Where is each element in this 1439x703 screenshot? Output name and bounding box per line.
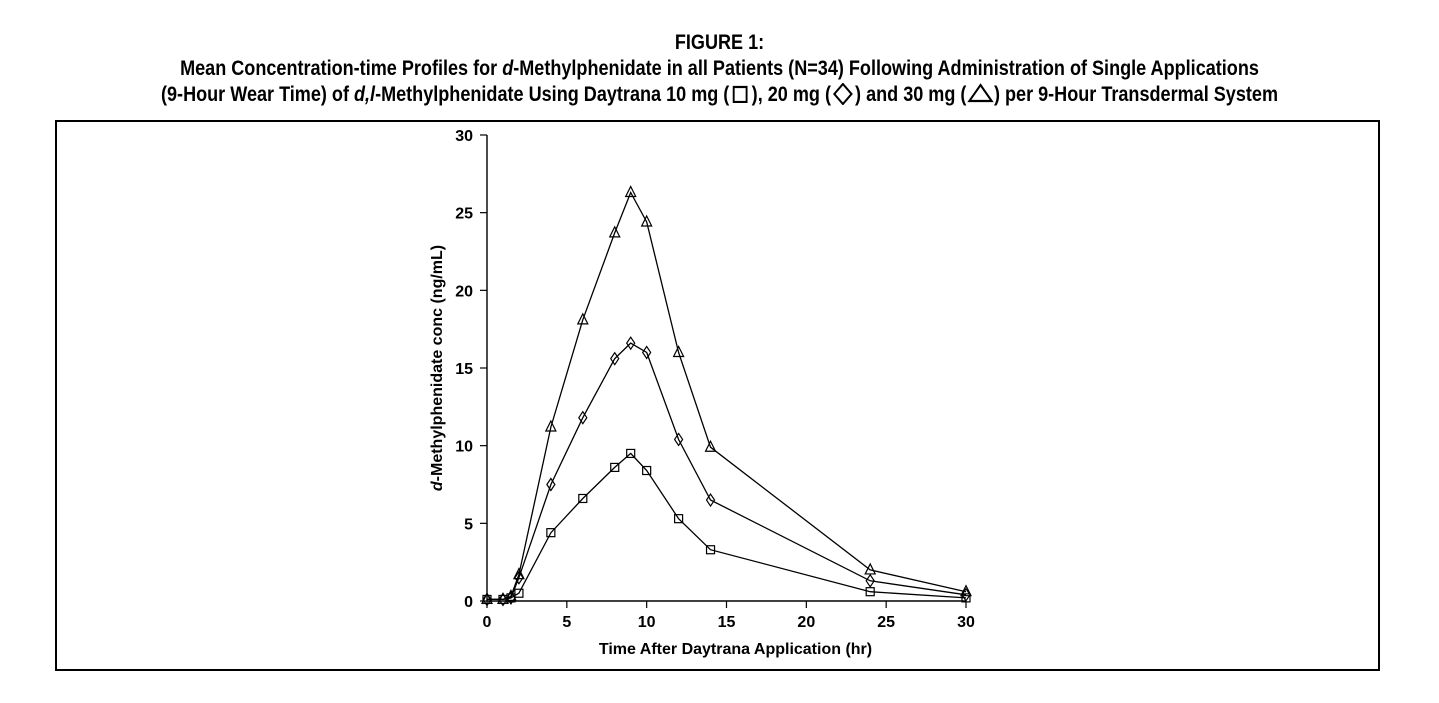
diamond-marker (705, 492, 716, 508)
x-tick-label: 30 (957, 614, 975, 631)
square-marker (610, 462, 620, 473)
legend-square-icon (732, 85, 748, 104)
diamond-marker (673, 432, 684, 447)
square-marker (705, 545, 716, 555)
caption-text: Mean Concentration-time Profiles for (180, 57, 503, 80)
series-line-10-mg (487, 452, 967, 601)
square-marker (626, 448, 636, 459)
diamond-marker (546, 477, 556, 492)
figure-caption: FIGURE 1: Mean Concentration-time Profil… (101, 30, 1339, 108)
caption-line-1: Mean Concentration-time Profiles for d-M… (101, 56, 1339, 82)
x-axis-label: Time After Daytrana Application (hr) (599, 641, 872, 658)
x-tick-label: 15 (718, 614, 736, 631)
x-tick-label: 10 (638, 614, 656, 631)
x-tick-label: 5 (562, 614, 571, 631)
diamond-marker (641, 345, 652, 360)
triangle-marker (496, 592, 509, 605)
triangle-marker (512, 567, 525, 580)
caption-text: ) per 9-Hour Transdermal System (993, 83, 1279, 106)
caption-text: -Methylphenidate in all Patients (N=34) … (513, 57, 1259, 80)
square-marker (673, 514, 684, 524)
triangle-marker (624, 185, 637, 198)
caption-italic: d,l (354, 83, 376, 106)
triangle-marker (960, 584, 972, 597)
triangle-marker (672, 345, 685, 358)
triangle-marker (504, 588, 517, 601)
line-chart: 0 5 10 15 20 25 30 0 5 10 15 20 25 30 Time After Daytr… (429, 128, 975, 658)
y-tick-label: 20 (455, 283, 473, 300)
x-tick-label: 20 (797, 614, 815, 631)
y-tick-label: 15 (455, 361, 473, 378)
diamond-marker (610, 351, 620, 366)
x-tick-label: 25 (877, 614, 895, 631)
triangle-marker (576, 312, 589, 325)
triangle-marker (544, 419, 557, 432)
diamond-marker (578, 410, 588, 425)
caption-text: (9-Hour Wear Time) of (160, 83, 354, 106)
caption-text: ) and 30 mg ( (855, 83, 967, 106)
y-tick-label: 25 (455, 206, 473, 223)
y-axis-label-rest: -Methylphenidate conc (ng/mL) (429, 245, 446, 481)
diamond-marker (625, 336, 636, 351)
y-tick-label: 10 (455, 439, 473, 456)
caption-italic: d (502, 57, 514, 80)
figure-heading: FIGURE 1: (674, 31, 765, 54)
square-marker (578, 493, 588, 504)
triangle-marker (864, 562, 877, 575)
y-tick-label: 5 (464, 516, 473, 533)
caption-line-2: (9-Hour Wear Time) of d,l-Methylphenidat… (101, 82, 1339, 108)
series-line-20-mg (487, 342, 967, 601)
series-line-30-mg (487, 190, 967, 601)
y-tick-label: 30 (455, 128, 473, 145)
legend-diamond-icon (833, 82, 853, 106)
diamond-marker (514, 570, 524, 585)
diamond-marker (865, 573, 875, 588)
triangle-marker (481, 592, 493, 605)
caption-text: ), 20 mg ( (751, 83, 831, 106)
square-marker (961, 593, 971, 603)
x-tick-label: 0 (483, 614, 492, 631)
legend-triangle-icon (967, 83, 994, 103)
caption-text: -Methylphenidate Using Daytrana 10 mg ( (375, 83, 730, 106)
chart-frame: 0 5 10 15 20 25 30 0 5 10 15 20 25 30 Time After Daytr… (55, 120, 1380, 671)
y-axis-label-italic: d (429, 480, 446, 491)
triangle-marker (608, 225, 621, 238)
square-marker (546, 528, 556, 538)
triangle-marker (640, 214, 653, 227)
y-axis-label: d-Methylphenidate conc (ng/mL) (429, 245, 446, 491)
square-marker (642, 465, 652, 476)
diamond-marker (961, 587, 971, 602)
y-tick-label: 0 (464, 594, 473, 611)
square-marker (514, 588, 524, 598)
triangle-marker (704, 439, 717, 452)
